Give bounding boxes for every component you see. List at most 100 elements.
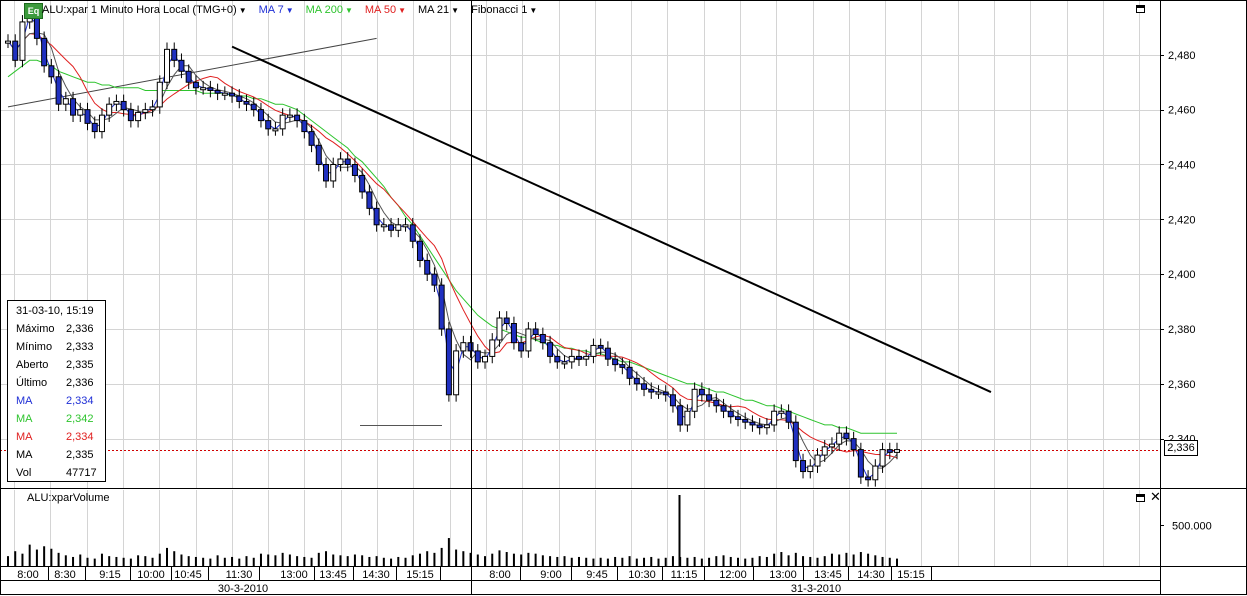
candle-body (373, 207, 380, 226)
x-tick-label: 11:30 (226, 569, 253, 581)
x-tick-label: 14:30 (362, 569, 390, 581)
candle-body (337, 158, 344, 165)
ma7-line (7, 15, 897, 480)
candle-body (771, 410, 778, 426)
x-tick-label: 8:30 (54, 569, 75, 581)
y-tick-label: 2,480 (1168, 50, 1196, 62)
x-tick-label: 15:15 (406, 569, 434, 581)
candle-body (359, 174, 366, 193)
indicator-fibonacci-label: Fibonacci 1 (471, 4, 528, 16)
dropdown-arrow-icon[interactable]: ▼ (398, 5, 406, 15)
dropdown-arrow-icon[interactable]: ▼ (529, 5, 538, 15)
candle-body (120, 100, 127, 111)
volume-pane-title: ALU:xparVolume (27, 492, 110, 504)
candle-body (279, 114, 286, 130)
candle-body (691, 388, 698, 412)
axis-labels: 2,3402,3602,3802,4002,4202,4402,4602,480… (17, 50, 1211, 595)
candle-body (792, 421, 799, 462)
date-label: 30-3-2010 (218, 583, 268, 595)
ma200-line (7, 59, 897, 434)
candle-body (431, 273, 438, 286)
candle-body (127, 109, 134, 122)
trendlines[interactable] (7, 37, 992, 426)
candle-body (467, 342, 474, 352)
candle-body (156, 81, 163, 108)
dropdown-arrow-icon[interactable]: ▼ (451, 5, 460, 15)
candle-body (424, 259, 431, 275)
candle-body (474, 350, 481, 363)
dropdown-arrow-icon[interactable]: ▼ (344, 5, 353, 15)
indicator-fibonacci[interactable]: Fibonacci 1 ▼ (471, 4, 537, 16)
info-row-last: Último 2,336 (16, 375, 104, 391)
candle-body (106, 103, 113, 116)
candle-body (19, 21, 26, 61)
candle-body (698, 388, 705, 396)
equity-badge[interactable]: Eq (24, 3, 43, 19)
info-label: Aberto (16, 359, 49, 371)
candle-body (778, 410, 785, 414)
candle-body (366, 191, 373, 209)
candle-body (612, 358, 619, 366)
x-tick-label: 11:15 (671, 569, 698, 581)
indicator-ma7[interactable]: MA 7 ▼ (259, 4, 294, 16)
candle-body (460, 342, 467, 352)
close-volume-pane-icon[interactable]: ✕ (1150, 489, 1161, 504)
symbol-title[interactable]: ALU:xpar 1 Minuto Hora Local (TMG+0) ▼ (26, 4, 247, 16)
candle-body (814, 454, 821, 467)
candle-body (388, 224, 395, 231)
candle-body (763, 424, 770, 429)
candle-body (344, 158, 351, 165)
indicator-ma21-label: MA 21 (417, 4, 450, 16)
candle-body (626, 366, 633, 379)
candle-body (684, 410, 691, 426)
candle-body (800, 460, 807, 473)
candle-body (749, 421, 756, 426)
candle-body (409, 224, 416, 242)
candle-body (113, 100, 120, 105)
candle-body (583, 355, 590, 360)
candle-body (857, 449, 864, 478)
x-tick-label: 8:00 (17, 569, 38, 581)
x-tick-label: 10:30 (628, 569, 656, 581)
candle-body (734, 416, 741, 420)
maximize-price-pane-button[interactable] (1136, 5, 1145, 13)
candle-body (250, 103, 257, 111)
candle-body (727, 410, 734, 418)
indicator-ma50[interactable]: MA 50 ▼ (365, 4, 406, 16)
candle-body (91, 122, 98, 133)
ma50-line (7, 33, 898, 459)
candle-body (5, 40, 11, 44)
y-tick-label: 2,460 (1168, 105, 1196, 117)
candle-body (149, 106, 156, 111)
indicator-ma21[interactable]: MA 21 ▼ (418, 4, 459, 16)
trendline[interactable] (231, 45, 992, 393)
maximize-volume-pane-button[interactable] (1136, 494, 1145, 502)
candle-body (836, 432, 843, 445)
candle-body (503, 317, 510, 325)
candle-body (720, 405, 727, 412)
candle-body (597, 344, 604, 349)
trendline[interactable] (7, 37, 377, 108)
candle-body (77, 109, 84, 116)
candle-body (865, 476, 872, 481)
info-row-ma21: MA 2,335 (16, 447, 104, 463)
info-row-volume: Vol 47717 (16, 465, 104, 481)
info-row-open: Aberto 2,335 (16, 357, 104, 373)
indicator-ma200[interactable]: MA 200 ▼ (306, 4, 353, 16)
info-row-ma7: MA 2,334 (16, 393, 104, 409)
candle-body (713, 399, 720, 407)
candle-body (850, 438, 857, 451)
candle-body (272, 128, 279, 132)
info-value: 2,336 (66, 377, 94, 389)
candle-body (323, 163, 330, 182)
candle-body (843, 432, 850, 440)
candle-body (706, 394, 713, 401)
candle-body (294, 114, 301, 122)
candle-body (655, 391, 662, 395)
price-candles (5, 4, 900, 487)
y-tick-label: 2,440 (1168, 159, 1196, 171)
candle-body (532, 328, 539, 335)
dropdown-arrow-icon[interactable]: ▼ (238, 5, 247, 15)
dropdown-arrow-icon[interactable]: ▼ (285, 5, 294, 15)
candle-body (568, 355, 575, 363)
